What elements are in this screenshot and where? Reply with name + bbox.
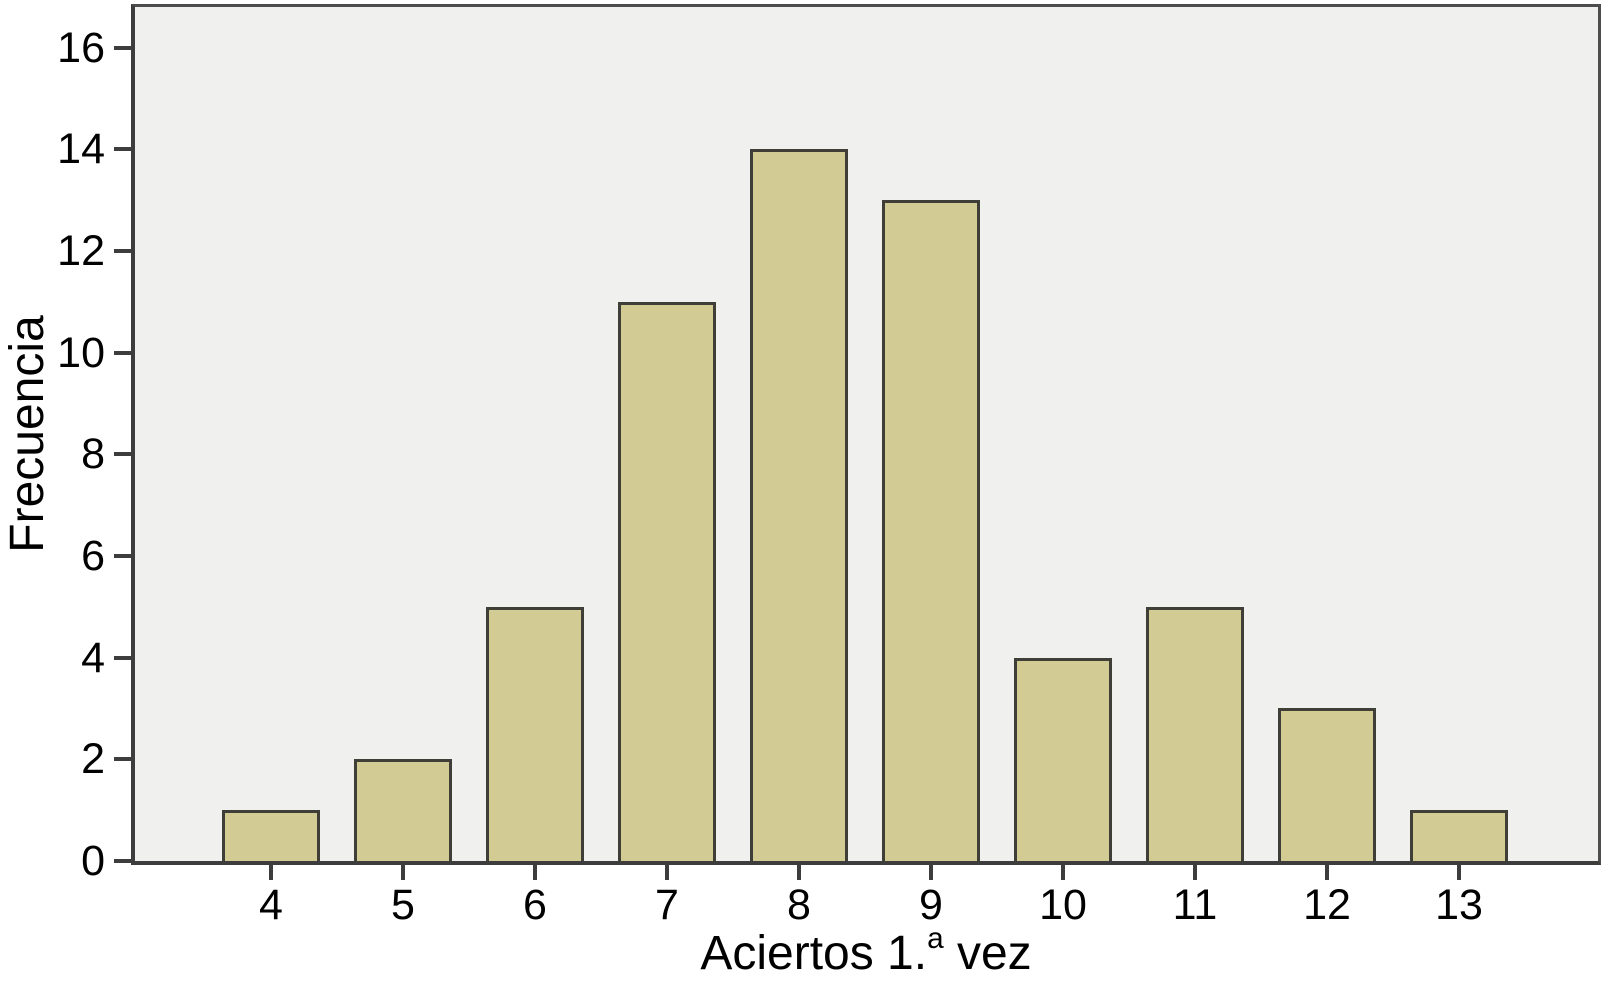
- y-tick-mark: [114, 757, 131, 761]
- bar: [1146, 607, 1244, 861]
- y-tick-label: 16: [57, 24, 105, 72]
- x-tick-mark: [1457, 865, 1461, 880]
- y-tick-label: 2: [81, 735, 105, 783]
- plot-area: [131, 4, 1601, 865]
- x-tick-label: 11: [1172, 881, 1218, 929]
- x-tick-label: 13: [1435, 881, 1483, 929]
- y-tick-label: 8: [81, 430, 105, 478]
- y-tick-label: 12: [57, 227, 105, 275]
- bar: [1410, 810, 1508, 861]
- bar: [882, 200, 980, 861]
- x-tick-mark: [1325, 865, 1329, 880]
- y-tick-label: 6: [81, 532, 105, 580]
- x-tick-label: 9: [919, 881, 943, 929]
- x-tick-mark: [1193, 865, 1197, 880]
- x-tick-mark: [533, 865, 537, 880]
- y-tick-label: 0: [81, 837, 105, 885]
- x-tick-label: 7: [655, 881, 679, 929]
- y-tick-label: 10: [57, 329, 105, 377]
- x-tick-label: 10: [1039, 881, 1087, 929]
- y-tick-mark: [114, 249, 131, 253]
- bar: [222, 810, 320, 861]
- x-tick-label: 8: [787, 881, 811, 929]
- y-tick-label: 14: [57, 125, 105, 173]
- x-axis-title-superscript: a: [927, 922, 944, 956]
- bar: [354, 759, 452, 861]
- y-tick-mark: [114, 656, 131, 660]
- y-tick-label: 4: [81, 634, 105, 682]
- bar: [486, 607, 584, 861]
- y-tick-mark: [114, 859, 131, 863]
- x-tick-mark: [269, 865, 273, 880]
- x-tick-label: 12: [1303, 881, 1351, 929]
- bar: [750, 149, 848, 861]
- x-tick-mark: [665, 865, 669, 880]
- x-tick-mark: [1061, 865, 1065, 880]
- bar: [1278, 708, 1376, 861]
- y-tick-mark: [114, 351, 131, 355]
- x-tick-label: 6: [523, 881, 547, 929]
- bar: [1014, 658, 1112, 861]
- bar: [618, 302, 716, 861]
- y-tick-mark: [114, 147, 131, 151]
- y-tick-mark: [114, 554, 131, 558]
- x-axis-title-prefix: Aciertos 1.: [700, 927, 928, 980]
- x-tick-label: 4: [259, 881, 283, 929]
- x-tick-mark: [929, 865, 933, 880]
- x-tick-mark: [401, 865, 405, 880]
- x-axis-title-suffix: vez: [943, 927, 1032, 980]
- x-tick-label: 5: [391, 881, 415, 929]
- x-tick-mark: [797, 865, 801, 880]
- y-tick-mark: [114, 46, 131, 50]
- y-tick-mark: [114, 452, 131, 456]
- x-axis-title: Aciertos 1.a vez: [131, 924, 1601, 981]
